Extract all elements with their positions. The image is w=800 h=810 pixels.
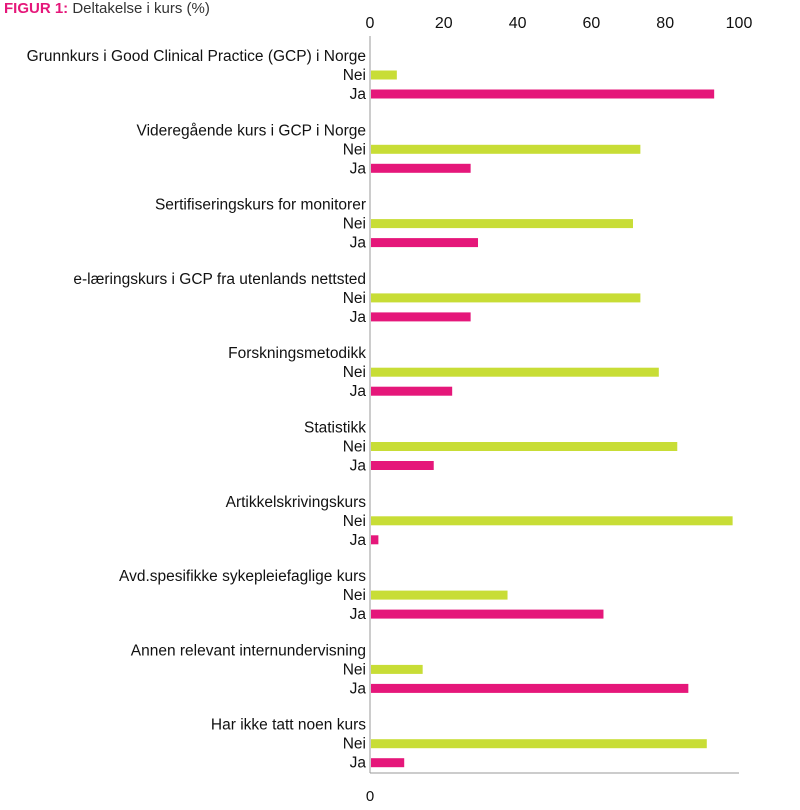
series-row-label: Nei bbox=[343, 439, 366, 456]
category-label: Avd.spesifikke sykepleiefaglige kurs bbox=[119, 568, 366, 585]
series-row-label: Ja bbox=[350, 532, 367, 549]
bar-nei bbox=[371, 144, 641, 154]
category-label: Sertifiseringskurs for monitorer bbox=[155, 197, 366, 214]
series-row-label: Nei bbox=[343, 513, 366, 530]
series-row-label: Ja bbox=[350, 680, 367, 697]
series-row-label: Nei bbox=[343, 736, 366, 753]
bar-ja bbox=[371, 461, 434, 470]
bar-ja bbox=[371, 535, 379, 545]
series-row-label: Ja bbox=[350, 235, 367, 252]
bar-ja bbox=[371, 238, 479, 248]
x-tick-label: 20 bbox=[435, 15, 453, 32]
category-label: Forskningsmetodikk bbox=[228, 345, 366, 362]
bar-ja bbox=[371, 312, 471, 322]
bar-nei bbox=[371, 739, 707, 749]
category-label: Annen relevant internundervisning bbox=[131, 642, 366, 659]
bar-ja bbox=[371, 758, 405, 768]
series-row-label: Ja bbox=[350, 755, 367, 772]
category-label: Videregående kurs i GCP i Norge bbox=[137, 122, 366, 139]
series-row-label: Ja bbox=[350, 458, 367, 475]
series-row-label: Nei bbox=[343, 216, 366, 233]
figure-title-prefix: FIGUR 1: bbox=[4, 0, 69, 17]
bar-nei bbox=[371, 367, 659, 377]
series-row-label: Ja bbox=[350, 86, 367, 103]
series-row-label: Nei bbox=[343, 290, 366, 307]
x-tick-label: 0 bbox=[366, 15, 375, 32]
series-row-label: Ja bbox=[350, 160, 367, 177]
bar-ja bbox=[371, 163, 471, 173]
series-row-label: Nei bbox=[343, 364, 366, 381]
category-label: Har ikke tatt noen kurs bbox=[211, 717, 366, 734]
category-label: Grunnkurs i Good Clinical Practice (GCP)… bbox=[27, 48, 366, 65]
series-row-label: Ja bbox=[350, 309, 367, 326]
bar-ja bbox=[371, 386, 453, 396]
bar-ja bbox=[371, 683, 689, 693]
series-row-label: Nei bbox=[343, 67, 366, 84]
bar-nei bbox=[371, 664, 423, 674]
series-row-label: Ja bbox=[350, 606, 367, 623]
bar-nei bbox=[371, 590, 508, 600]
figure-title: FIGUR 1: Deltakelse i kurs (%) bbox=[4, 0, 210, 18]
x-tick-label: 40 bbox=[509, 15, 527, 32]
category-label: Artikkelskrivingskurs bbox=[226, 494, 367, 511]
series-row-label: Nei bbox=[343, 141, 366, 158]
series-row-label: Ja bbox=[350, 383, 367, 400]
bar-nei bbox=[371, 516, 733, 526]
x-tick-label: 60 bbox=[583, 15, 601, 32]
figure-title-text: Deltakelse i kurs (%) bbox=[72, 0, 210, 17]
bar-nei bbox=[371, 442, 678, 451]
category-label: e-læringskurs i GCP fra utenlands nettst… bbox=[73, 271, 366, 288]
x-tick-label: 80 bbox=[656, 15, 674, 32]
series-row-label: Nei bbox=[343, 661, 366, 678]
category-label: Statistikk bbox=[304, 420, 366, 437]
x-tick-label-bottom: 0 bbox=[366, 788, 374, 805]
bar-nei bbox=[371, 70, 397, 80]
bar-nei bbox=[371, 293, 641, 303]
bar-nei bbox=[371, 219, 633, 229]
x-tick-label: 100 bbox=[726, 15, 753, 32]
series-row-label: Nei bbox=[343, 587, 366, 604]
bar-ja bbox=[371, 89, 715, 99]
bar-ja bbox=[371, 609, 604, 619]
